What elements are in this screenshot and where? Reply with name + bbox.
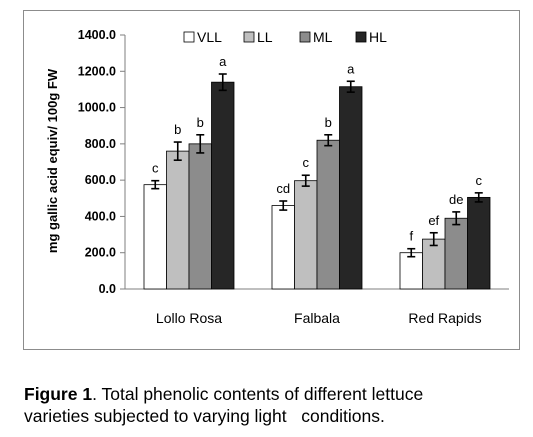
legend-label-ll: LL [257, 29, 273, 45]
legend-label-ml: ML [313, 29, 333, 45]
significance-letter: c [152, 161, 159, 176]
bar-ml [188, 143, 212, 290]
bar-chart: 0.0 200.0 400.0 600.0 800.0 1000.0 1200.0 1400.… [45, 28, 509, 326]
significance-letter: de [449, 192, 463, 207]
legend-swatch-hl [355, 31, 367, 43]
caption-text-line-2: varieties subjected to varying light con… [24, 406, 385, 426]
significance-letter: a [347, 61, 355, 76]
y-axis-label: mg gallic acid equiv/ 100g FW [45, 68, 60, 253]
significance-letter: ef [428, 213, 439, 228]
significance-letter: a [219, 54, 227, 69]
bar-vll [399, 252, 423, 290]
figure-caption: Figure 1. Total phenolic contents of dif… [24, 383, 524, 427]
significance-letter: f [409, 229, 413, 244]
legend-label-vll: VLL [197, 29, 222, 45]
y-tick-label: 1400.0 [78, 28, 116, 42]
bar-vll [271, 205, 295, 290]
caption-text-line-1: . Total phenolic contents of different l… [92, 384, 424, 404]
category-label: Lollo Rosa [156, 310, 222, 326]
y-tick-label: 400.0 [85, 209, 116, 223]
bar-ml [316, 139, 340, 290]
y-tick-label: 0.0 [99, 282, 116, 296]
bar-ml [444, 217, 468, 290]
bar-ll [294, 180, 318, 290]
y-tick-label: 800.0 [85, 137, 116, 151]
chart-frame: 0.0 200.0 400.0 600.0 800.0 1000.0 1200.0 1400.… [23, 10, 520, 350]
category-label: Falbala [294, 310, 340, 326]
significance-letter: cd [276, 181, 290, 196]
bar-ll [422, 238, 446, 290]
bar-vll [143, 184, 167, 290]
bar-ll [166, 150, 190, 290]
bar-hl [467, 196, 491, 290]
significance-letter: b [325, 115, 332, 130]
y-tick-label: 600.0 [85, 173, 116, 187]
legend-swatch-ml [299, 31, 311, 43]
y-tick-label: 1000.0 [78, 101, 116, 115]
significance-letter: c [476, 173, 483, 188]
category-label: Red Rapids [408, 310, 481, 326]
significance-letter: b [197, 115, 204, 130]
bar-hl [339, 86, 363, 290]
legend-swatch-vll [183, 31, 195, 43]
significance-letter: b [174, 122, 181, 137]
legend-swatch-ll [243, 31, 255, 43]
y-tick-label: 1200.0 [78, 64, 116, 78]
caption-label: Figure 1 [24, 384, 93, 404]
y-tick-label: 200.0 [85, 246, 116, 260]
legend-label-hl: HL [369, 29, 387, 45]
significance-letter: c [303, 155, 310, 170]
bar-hl [211, 81, 235, 290]
